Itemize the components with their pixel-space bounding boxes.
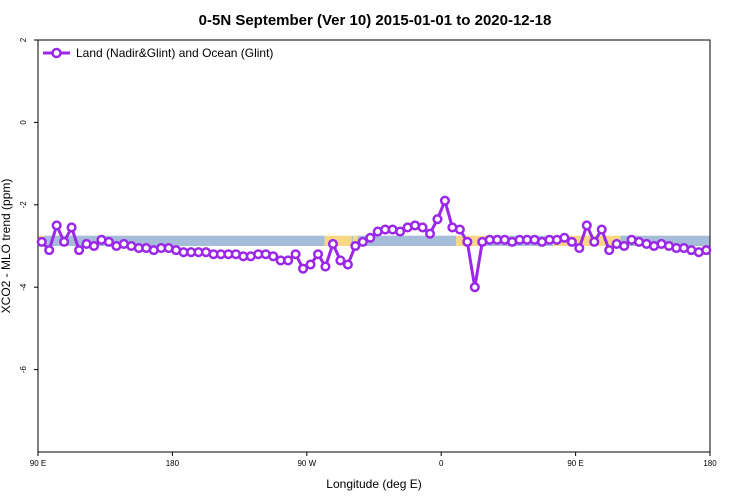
data-point xyxy=(604,245,615,256)
data-point xyxy=(439,195,450,206)
data-point xyxy=(290,249,301,260)
data-point xyxy=(462,236,473,247)
y-axis-label: XCO2 - MLO trend (ppm) xyxy=(0,179,13,314)
data-point xyxy=(395,226,406,237)
series-layer xyxy=(36,195,712,293)
data-point xyxy=(51,220,62,231)
data-point xyxy=(74,245,85,256)
data-point xyxy=(335,255,346,266)
data-point xyxy=(619,240,630,252)
legend-entry-label: Land (Nadir&Glint) and Ocean (Glint) xyxy=(76,46,273,60)
data-point xyxy=(350,240,361,252)
y-axis: 2 0 -2 -4 -6 xyxy=(19,37,38,373)
data-point xyxy=(417,222,428,233)
x-axis: 90 E 180 90 W 0 90 E 180 xyxy=(30,452,717,468)
x-tick-label: 90 E xyxy=(30,459,46,468)
data-point xyxy=(574,243,585,254)
data-point xyxy=(298,263,309,274)
data-point xyxy=(36,236,47,247)
plot-area-frame xyxy=(37,39,711,453)
band-segment-land xyxy=(324,235,352,246)
x-tick-label: 90 E xyxy=(567,459,583,468)
data-point xyxy=(59,236,70,247)
band-segment-land xyxy=(553,235,621,246)
y-tick-label: -4 xyxy=(19,283,28,291)
x-tick-label: 180 xyxy=(703,459,717,468)
data-point xyxy=(589,236,600,247)
band-segment-ocean xyxy=(357,235,457,246)
data-point xyxy=(566,236,577,247)
data-point xyxy=(327,238,338,249)
data-point xyxy=(596,224,607,235)
data-point xyxy=(581,220,592,231)
data-point xyxy=(88,240,100,252)
data-point xyxy=(432,214,443,225)
data-point xyxy=(305,259,316,270)
y-tick-label: -6 xyxy=(19,365,28,373)
x-tick-label: 0 xyxy=(439,459,444,468)
band-segment-ocean xyxy=(43,235,325,246)
y-tick-label: 2 xyxy=(19,37,28,42)
legend: Land (Nadir&Glint) and Ocean (Glint) xyxy=(43,46,273,60)
data-point xyxy=(342,259,353,270)
chart-title: 0-5N September (Ver 10) 2015-01-01 to 20… xyxy=(199,12,552,29)
x-tick-label: 180 xyxy=(166,459,180,468)
data-point xyxy=(268,251,279,262)
data-point xyxy=(312,249,324,260)
data-point xyxy=(469,282,480,293)
data-point xyxy=(66,222,77,233)
data-point xyxy=(357,236,368,247)
x-tick-label: 90 W xyxy=(297,459,316,468)
data-point xyxy=(701,245,712,256)
data-point xyxy=(454,224,465,235)
x-axis-label: Longitude (deg E) xyxy=(326,477,421,491)
data-point xyxy=(103,236,114,247)
data-point xyxy=(365,232,376,243)
data-point xyxy=(424,228,436,239)
band-segment-land xyxy=(353,235,358,246)
legend-marker xyxy=(51,47,62,59)
y-tick-label: -2 xyxy=(19,201,28,209)
data-point xyxy=(320,261,331,272)
band-segment-ocean xyxy=(351,235,354,246)
data-point xyxy=(283,255,294,266)
y-tick-label: 0 xyxy=(19,120,28,125)
data-point xyxy=(559,232,570,243)
data-point xyxy=(44,245,55,256)
